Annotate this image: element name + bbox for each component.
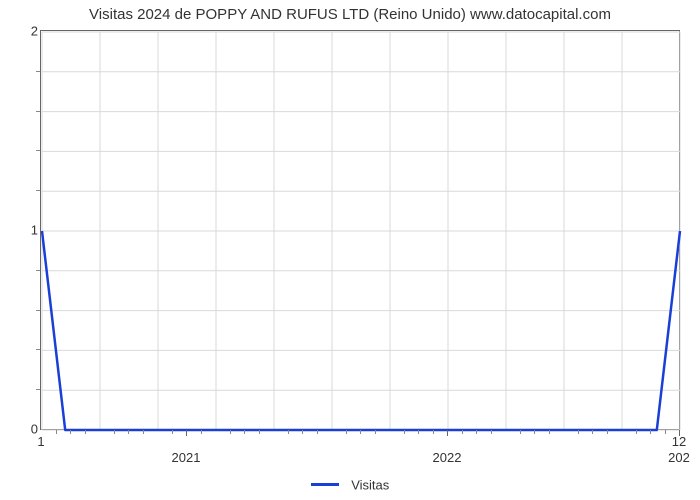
chart-title: Visitas 2024 de POPPY AND RUFUS LTD (Rei… — [0, 6, 700, 23]
y-minor-tick — [36, 111, 40, 112]
x-minor-tick — [418, 430, 419, 434]
y-tick-label: 2 — [20, 24, 38, 39]
x-minor-tick — [665, 430, 666, 434]
x-minor-tick — [476, 430, 477, 434]
plot-svg — [41, 31, 681, 431]
x-major-label: 2022 — [433, 450, 462, 465]
legend-label: Visitas — [351, 477, 389, 492]
x-minor-tick — [650, 430, 651, 434]
x-minor-tick — [317, 430, 318, 434]
x-minor-tick — [70, 430, 71, 434]
chart-container: Visitas 2024 de POPPY AND RUFUS LTD (Rei… — [0, 0, 700, 500]
y-minor-tick — [36, 150, 40, 151]
legend: Visitas — [0, 476, 700, 494]
x-start-label: 1 — [37, 434, 44, 449]
y-minor-tick — [36, 71, 40, 72]
y-minor-tick — [36, 190, 40, 191]
x-minor-tick — [346, 430, 347, 434]
x-minor-tick — [128, 430, 129, 434]
x-minor-tick — [85, 430, 86, 434]
y-tick-label: 0 — [20, 422, 38, 437]
x-minor-tick — [259, 430, 260, 434]
y-minor-tick — [36, 270, 40, 271]
x-major-label: 202 — [668, 450, 690, 465]
x-minor-tick — [578, 430, 579, 434]
x-major-tick — [186, 430, 187, 436]
x-major-tick — [679, 430, 680, 436]
legend-swatch — [311, 483, 339, 486]
x-minor-tick — [520, 430, 521, 434]
x-minor-tick — [230, 430, 231, 434]
x-minor-tick — [607, 430, 608, 434]
x-major-label: 2021 — [172, 450, 201, 465]
x-minor-tick — [244, 430, 245, 434]
y-minor-tick — [36, 310, 40, 311]
x-minor-tick — [549, 430, 550, 434]
x-minor-tick — [288, 430, 289, 434]
x-minor-tick — [491, 430, 492, 434]
x-minor-tick — [172, 430, 173, 434]
x-minor-tick — [636, 430, 637, 434]
x-minor-tick — [56, 430, 57, 434]
y-minor-tick — [36, 349, 40, 350]
x-minor-tick — [360, 430, 361, 434]
x-minor-tick — [534, 430, 535, 434]
x-minor-tick — [592, 430, 593, 434]
x-end-label: 12 — [672, 434, 686, 449]
x-minor-tick — [375, 430, 376, 434]
x-major-tick — [447, 430, 448, 436]
x-minor-tick — [433, 430, 434, 434]
x-minor-tick — [143, 430, 144, 434]
plot-area — [40, 30, 680, 430]
y-minor-tick — [36, 389, 40, 390]
x-minor-tick — [114, 430, 115, 434]
x-minor-tick — [302, 430, 303, 434]
x-minor-tick — [462, 430, 463, 434]
x-minor-tick — [201, 430, 202, 434]
visits-line — [42, 231, 680, 430]
y-tick-label: 1 — [20, 223, 38, 238]
x-minor-tick — [404, 430, 405, 434]
